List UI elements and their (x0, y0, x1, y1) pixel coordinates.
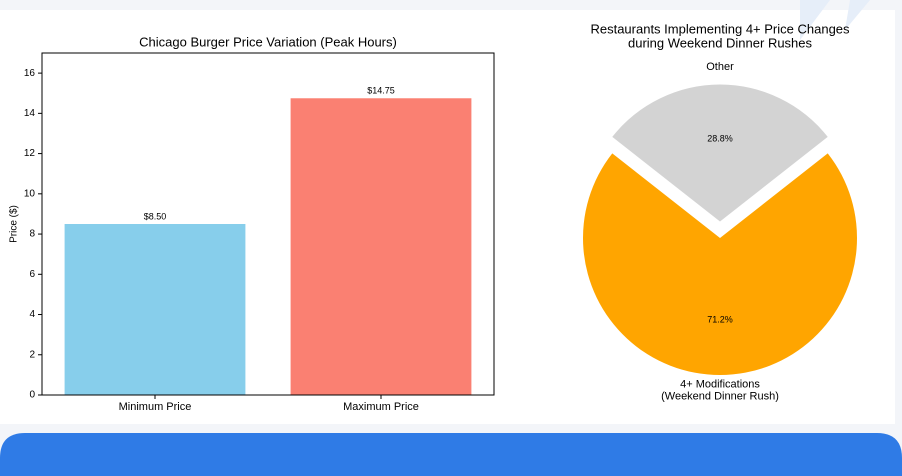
value-label: 28.8% (707, 134, 733, 144)
bottom-bar (0, 433, 902, 476)
y-tick-label: 6 (29, 269, 35, 280)
plot-frame (41, 52, 495, 396)
y-tick-label: 10 (24, 188, 36, 199)
bar (290, 98, 472, 395)
chart-title: Chicago Burger Price Variation (Peak Hou… (139, 34, 397, 49)
y-tick-label: 14 (24, 108, 36, 119)
pie-slice (612, 84, 828, 222)
y-tick-label: 2 (29, 349, 35, 360)
slice-label: Other (706, 61, 734, 74)
bar (64, 224, 246, 395)
value-label: 71.2% (707, 315, 733, 325)
y-tick-label: 8 (29, 229, 35, 240)
pie-slice (583, 153, 858, 376)
value-label: $8.50 (144, 211, 167, 221)
y-tick-label: 0 (29, 390, 35, 401)
y-tick-label: 4 (29, 309, 35, 320)
chart-title: Restaurants Implementing 4+ Price Change… (590, 21, 850, 50)
y-axis-label: Price ($) (9, 205, 20, 243)
value-label: $14.75 (367, 86, 395, 96)
y-tick-label: 12 (24, 148, 36, 159)
slice-label: 4+ Modifications (Weekend Dinner Rush) (661, 378, 779, 403)
decoration (800, 0, 870, 40)
y-tick-label: 16 (24, 68, 36, 79)
x-tick-label: Maximum Price (343, 401, 419, 413)
x-tick-label: Minimum Price (119, 401, 192, 413)
